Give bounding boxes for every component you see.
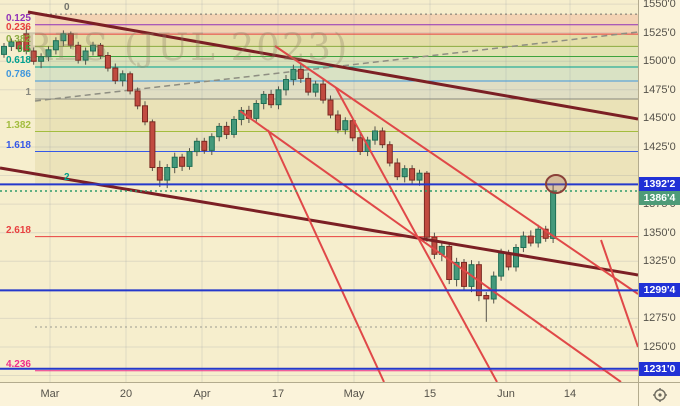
time-tick-Apr: Apr bbox=[193, 388, 211, 400]
candlestick-chart-canvas[interactable] bbox=[0, 0, 638, 382]
price-tick: 1475'0 bbox=[643, 84, 676, 96]
price-tick: 1550'0 bbox=[643, 0, 676, 10]
axis-settings-gear-icon[interactable] bbox=[652, 387, 668, 403]
chart-pane[interactable]: RES (JUL 2023) 0 0.125 0.236 0.382 0.5 0.618 0… bbox=[0, 0, 638, 382]
time-tick-17: 17 bbox=[271, 388, 285, 400]
time-tick-Mar: Mar bbox=[40, 388, 60, 400]
price-badge-1299'4: 1299'4 bbox=[639, 283, 680, 297]
time-tick-Jun: Jun bbox=[497, 388, 515, 400]
price-badge-1386'4: 1386'4 bbox=[639, 191, 680, 205]
time-axis[interactable]: Mar 20 Apr 17 May 15 Jun 14 bbox=[0, 382, 638, 406]
price-tick: 1275'0 bbox=[643, 312, 676, 324]
price-axis[interactable]: 1550'01525'01500'01475'01450'01425'01375… bbox=[638, 0, 680, 382]
price-tick: 1350'0 bbox=[643, 227, 676, 239]
time-tick-14: 14 bbox=[563, 388, 577, 400]
price-tick: 1425'0 bbox=[643, 141, 676, 153]
axis-corner bbox=[638, 382, 680, 406]
time-tick-15: 15 bbox=[423, 388, 437, 400]
price-tick: 1525'0 bbox=[643, 27, 676, 39]
price-badge-1231'0: 1231'0 bbox=[639, 362, 680, 376]
time-tick-May: May bbox=[343, 388, 365, 400]
price-tick: 1250'0 bbox=[643, 341, 676, 353]
price-badge-1392'2: 1392'2 bbox=[639, 177, 680, 191]
price-tick: 1325'0 bbox=[643, 255, 676, 267]
price-tick: 1500'0 bbox=[643, 55, 676, 67]
time-tick-20: 20 bbox=[119, 388, 133, 400]
price-tick: 1450'0 bbox=[643, 112, 676, 124]
